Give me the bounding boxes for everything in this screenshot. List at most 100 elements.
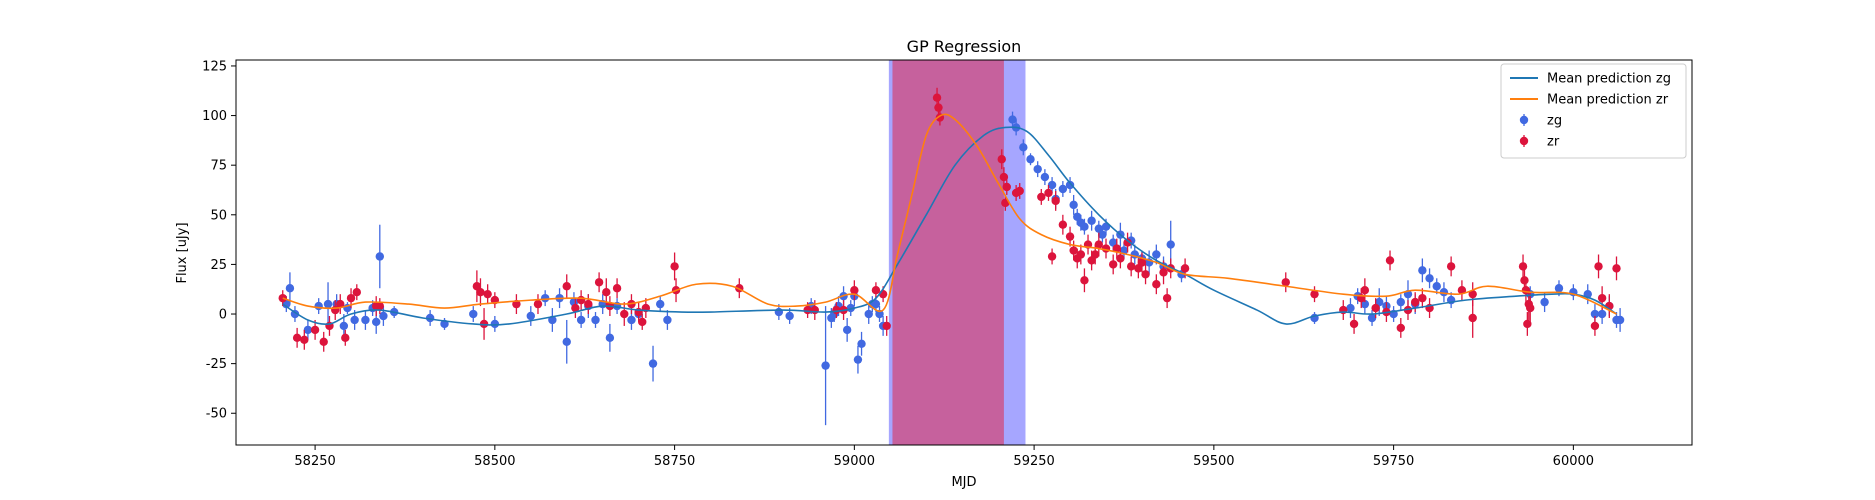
- data-point: [1026, 155, 1035, 164]
- data-point: [627, 315, 636, 325]
- data-point: [1468, 289, 1477, 299]
- data-point: [1615, 315, 1625, 325]
- data-point: [350, 315, 359, 325]
- data-point: [1152, 280, 1161, 289]
- data-point: [602, 287, 611, 297]
- data-point: [1040, 172, 1050, 182]
- errorbar-series-1: [278, 87, 1621, 352]
- mean-prediction-lines: [282, 113, 1617, 326]
- data-point: [857, 339, 866, 348]
- data-point: [346, 293, 356, 303]
- data-point: [1180, 264, 1190, 273]
- data-point: [571, 303, 580, 313]
- data-point: [476, 287, 485, 297]
- data-point: [670, 262, 679, 271]
- data-point: [1403, 305, 1413, 315]
- data-point: [850, 286, 859, 295]
- data-point: [1008, 115, 1017, 124]
- data-point: [1137, 258, 1147, 267]
- data-point: [774, 307, 784, 317]
- data-point: [483, 289, 492, 299]
- legend-box: [1500, 63, 1687, 159]
- data-point: [352, 287, 361, 297]
- data-point: [292, 333, 302, 343]
- x-axis-label: MJD: [951, 475, 976, 490]
- data-point: [1590, 321, 1600, 331]
- data-point: [1597, 309, 1607, 319]
- data-point: [375, 301, 385, 311]
- data-point: [1015, 186, 1024, 196]
- data-point: [1112, 244, 1121, 253]
- data-point: [285, 284, 295, 293]
- y-tick-label: 125: [202, 59, 227, 74]
- data-point: [1597, 293, 1607, 303]
- y-tick-label: 75: [210, 159, 227, 174]
- x-tick-label: 60000: [1553, 454, 1594, 469]
- legend-marker-swatch: [1519, 136, 1529, 146]
- data-point: [278, 293, 287, 303]
- x-tick-label: 58250: [294, 454, 335, 469]
- data-point: [1080, 222, 1089, 231]
- legend-entry-label: Mean prediction zg: [1547, 72, 1671, 87]
- data-point: [1019, 143, 1028, 152]
- data-point: [300, 335, 309, 345]
- data-point: [576, 295, 586, 305]
- y-axis-ticks: -50 -25 0 25 50 75 100 125: [202, 59, 236, 422]
- data-point: [303, 325, 313, 335]
- legend: Mean prediction zg Mean prediction zr zg zr: [1500, 63, 1687, 159]
- data-point: [1360, 286, 1370, 295]
- data-point: [1162, 293, 1172, 303]
- data-point: [999, 172, 1009, 182]
- data-point: [1033, 164, 1042, 174]
- data-point: [882, 321, 891, 331]
- highlight-spans: [888, 60, 1026, 445]
- data-point: [379, 311, 388, 321]
- data-point: [1098, 230, 1107, 239]
- data-point: [1076, 250, 1086, 259]
- x-tick-label: 59500: [1193, 454, 1234, 469]
- data-point: [1141, 270, 1150, 279]
- data-point: [1523, 319, 1532, 329]
- data-point: [1037, 192, 1046, 202]
- data-point: [1418, 293, 1427, 303]
- data-point: [1123, 238, 1132, 247]
- data-point: [875, 309, 884, 319]
- data-point: [1367, 313, 1377, 323]
- data-point: [1396, 297, 1406, 307]
- data-point: [1152, 250, 1161, 259]
- plot-area-frame: [235, 59, 1693, 446]
- data-point: [1554, 284, 1564, 293]
- data-point: [576, 315, 586, 325]
- data-point: [803, 305, 812, 315]
- data-point: [1108, 260, 1118, 269]
- x-tick-label: 58750: [654, 454, 695, 469]
- data-point: [562, 337, 571, 347]
- data-point: [372, 317, 381, 327]
- data-point: [663, 315, 672, 325]
- data-point: [620, 309, 629, 319]
- data-point: [1432, 282, 1441, 291]
- data-point: [605, 333, 615, 343]
- data-point: [319, 337, 328, 347]
- data-point: [1418, 266, 1427, 275]
- data-point: [1540, 297, 1549, 307]
- data-point: [562, 282, 571, 291]
- data-point: [314, 301, 323, 311]
- data-point: [656, 299, 665, 309]
- data-point: [612, 284, 622, 293]
- data-point: [1371, 303, 1380, 313]
- data-point: [310, 325, 320, 335]
- data-point: [785, 311, 794, 321]
- data-point: [1612, 264, 1621, 273]
- data-point: [375, 252, 385, 261]
- line-series-0: [282, 126, 1617, 326]
- data-point: [1080, 276, 1089, 285]
- data-point: [1281, 278, 1290, 287]
- y-tick-label: 25: [210, 258, 227, 273]
- y-axis-label: Flux [uJy]: [175, 222, 190, 283]
- y-tick-label: 100: [202, 109, 227, 124]
- highlight-span-1: [892, 60, 1004, 445]
- data-point: [648, 359, 658, 368]
- data-point: [1349, 319, 1359, 329]
